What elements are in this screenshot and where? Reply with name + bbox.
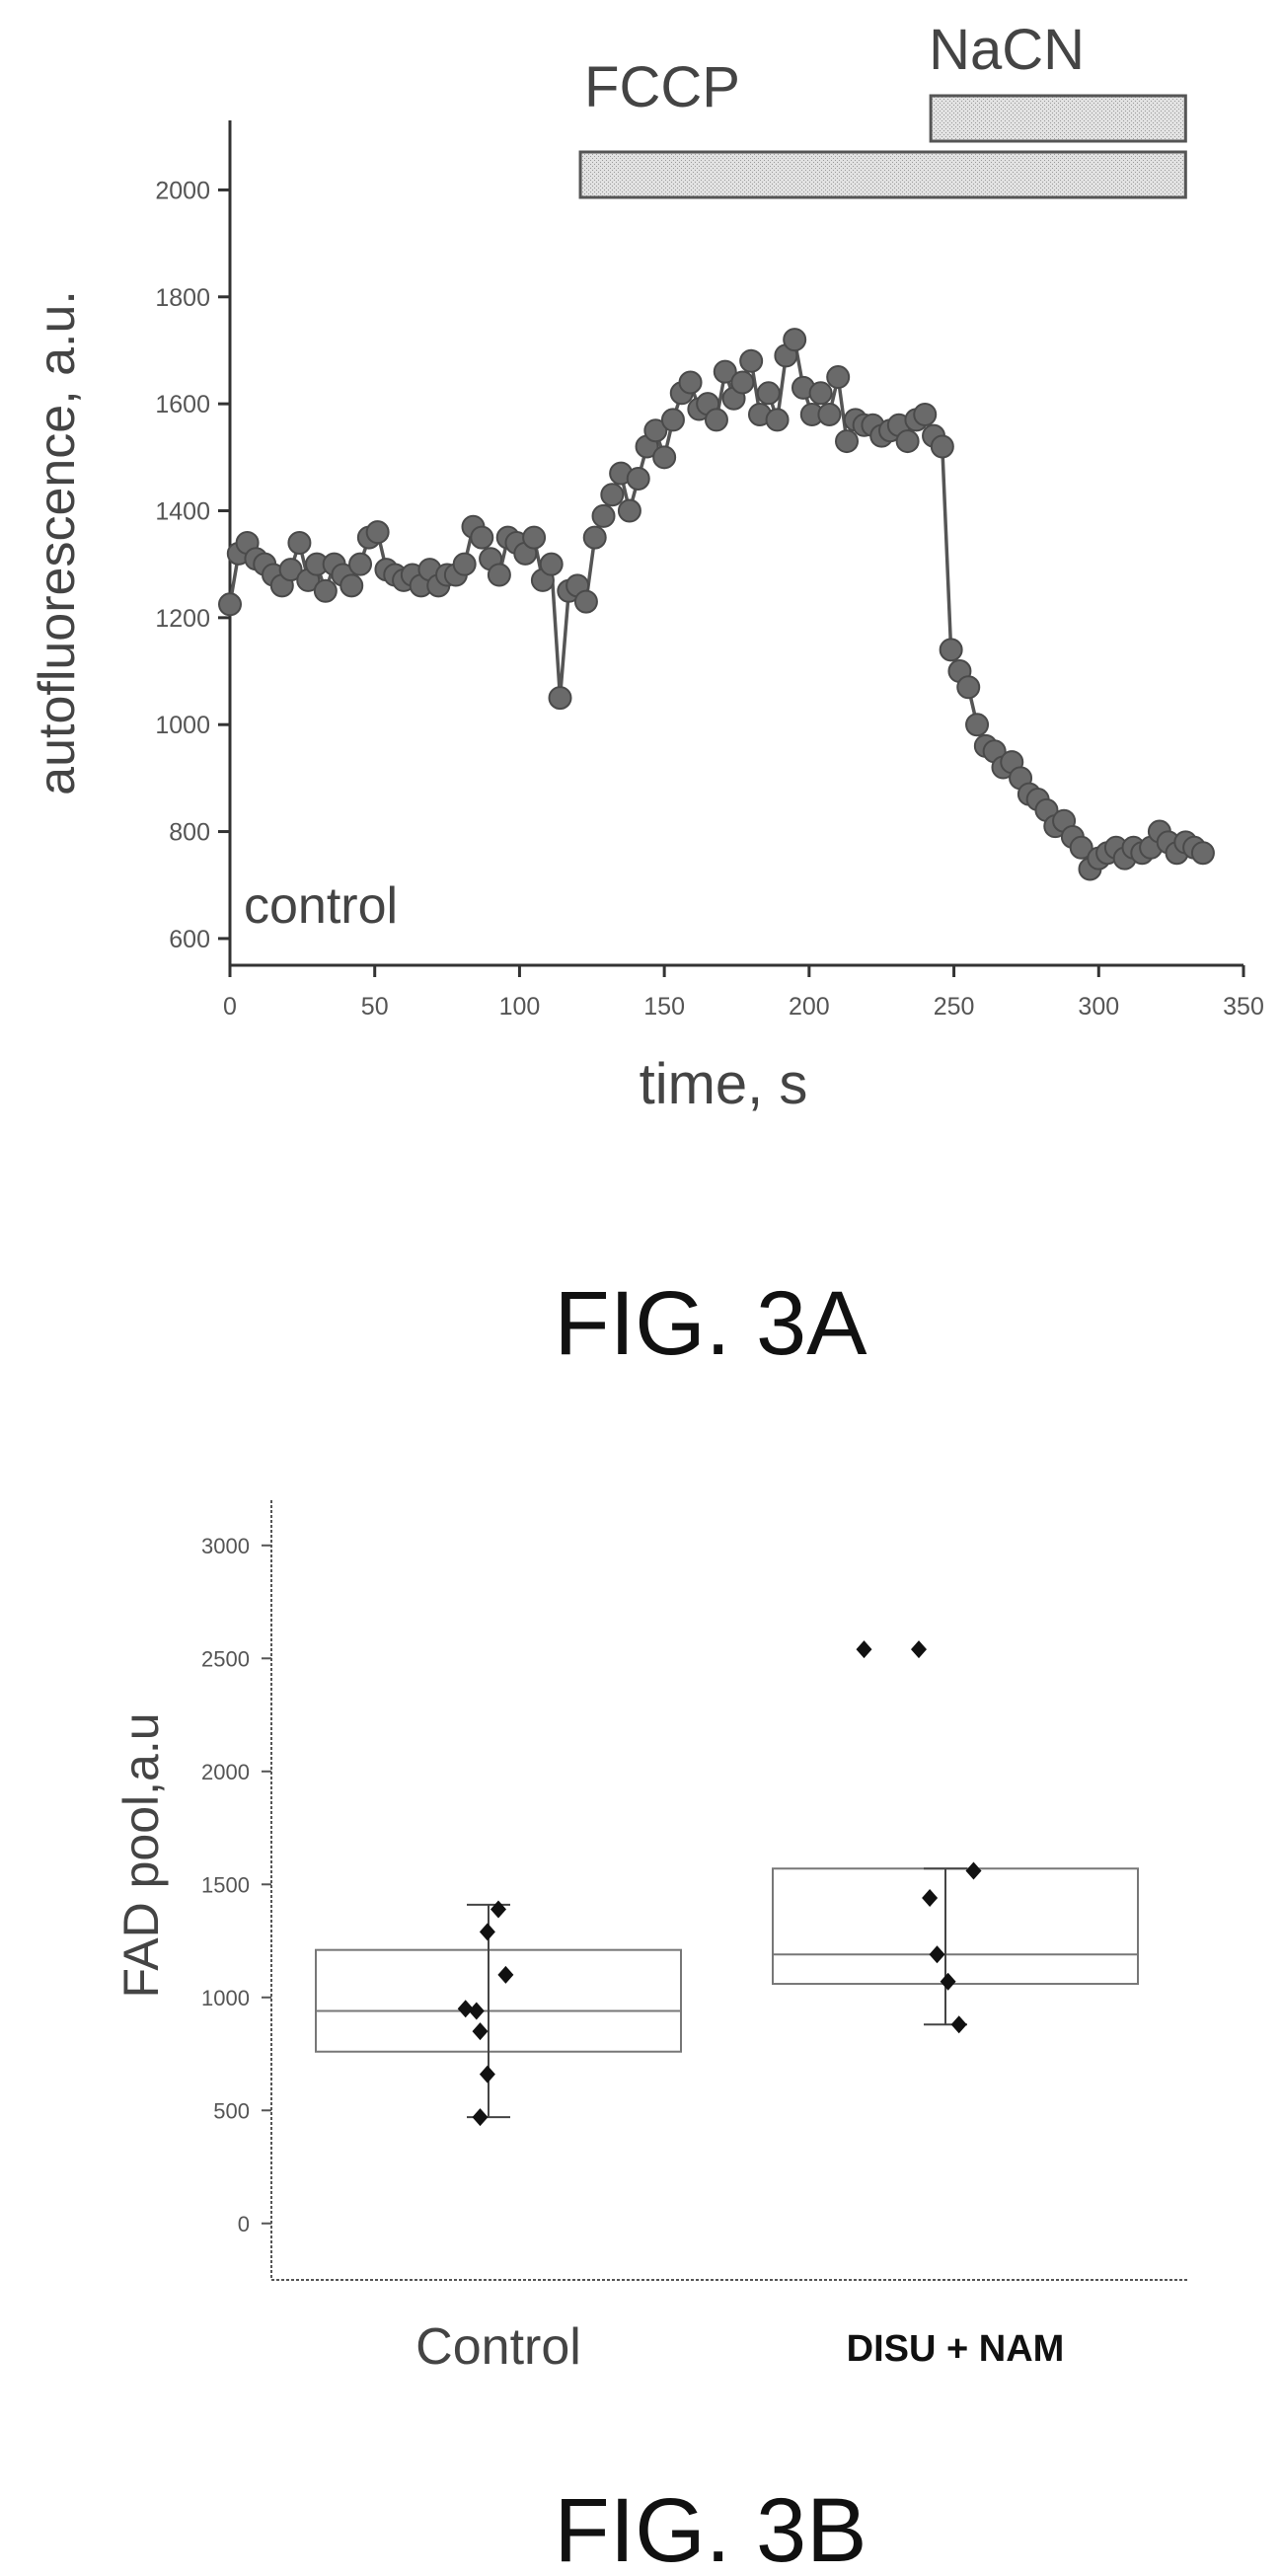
chart-3a-y-tick-label: 800 bbox=[169, 819, 210, 847]
box-data-point bbox=[468, 2002, 485, 2020]
chart-3a-data-point bbox=[617, 498, 641, 523]
nacn-treatment-label: NaCN bbox=[929, 18, 1085, 82]
chart-3a: 600 800 1000 1200 1400 1600 1800 2000 0 50 100 150… bbox=[29, 18, 1264, 1374]
chart-3a-x-axis-title: time, s bbox=[640, 1052, 808, 1116]
chart-3a-y-tick-label: 1400 bbox=[155, 497, 210, 525]
box-data-point bbox=[929, 1945, 945, 1964]
fccp-treatment-label: FCCP bbox=[584, 55, 740, 119]
chart-3a-data-point bbox=[339, 573, 364, 598]
chart-3a-data-point bbox=[817, 402, 842, 426]
chart-3a-x-tick-label: 300 bbox=[1078, 993, 1119, 1021]
nacn-treatment-bar bbox=[929, 94, 1187, 143]
chart-3a-data-point bbox=[913, 402, 938, 426]
box-data-point bbox=[497, 1965, 514, 1984]
chart-3a-x-tick-label: 50 bbox=[361, 993, 389, 1021]
chart-3b-y-tick-label: 3000 bbox=[201, 1534, 250, 1558]
chart-3a-data-point bbox=[600, 483, 625, 507]
chart-3a-x-tick-label: 150 bbox=[643, 993, 685, 1021]
chart-3a-data-point bbox=[652, 445, 677, 470]
chart-3a-y-tick-label: 1200 bbox=[155, 605, 210, 633]
chart-3b-figure-label: FIG. 3B bbox=[555, 2480, 867, 2576]
chart-3a-data-point bbox=[278, 558, 303, 582]
chart-3a-data-point bbox=[826, 365, 851, 390]
chart-3b-y-axis-title: FAD pool,a.u bbox=[113, 1712, 169, 1998]
chart-3a-data-point bbox=[287, 531, 312, 555]
chart-3b-y-tick-label: 2000 bbox=[201, 1760, 250, 1784]
chart-3a-data-point bbox=[930, 434, 954, 459]
chart-3a-y-tick-label: 1800 bbox=[155, 284, 210, 312]
chart-3a-x-tick-label: 0 bbox=[223, 993, 237, 1021]
chart-3a-data-point bbox=[739, 348, 764, 373]
chart-3a-data-point bbox=[452, 552, 477, 576]
chart-3a-data-point bbox=[348, 552, 373, 576]
box-data-point bbox=[911, 1640, 927, 1659]
chart-3a-data-point bbox=[643, 418, 668, 443]
chart-3a-x-tick-label: 200 bbox=[789, 993, 830, 1021]
fccp-treatment-bar bbox=[578, 150, 1187, 199]
chart-3a-y-axis-title: autofluorescence, a.u. bbox=[29, 290, 86, 796]
box-data-point bbox=[479, 2065, 495, 2084]
box-rect bbox=[772, 1867, 1139, 1986]
chart-3a-data-point bbox=[626, 466, 650, 491]
box-data-point bbox=[490, 1900, 506, 1919]
chart-3a-data-point bbox=[765, 408, 790, 432]
chart-3a-data-point bbox=[956, 675, 981, 700]
chart-3a-data-point bbox=[808, 381, 833, 406]
chart-3b-y-tick-label: 1500 bbox=[201, 1872, 250, 1897]
chart-3a-figure-label: FIG. 3A bbox=[555, 1273, 868, 1374]
chart-3a-data-point bbox=[756, 381, 781, 406]
chart-3a-data-point bbox=[218, 592, 242, 617]
chart-3b-y-tick-label: 2500 bbox=[201, 1646, 250, 1671]
chart-3b-category-label: DISU + NAM bbox=[847, 2328, 1065, 2370]
chart-3a-data-point bbox=[965, 713, 990, 737]
chart-3a-data-point bbox=[835, 429, 860, 454]
chart-3a-data-point bbox=[573, 589, 598, 614]
chart-3a-data-point bbox=[1069, 835, 1093, 860]
box-data-point bbox=[950, 2015, 967, 2034]
chart-3b-y-tick-label: 1000 bbox=[201, 1986, 250, 2010]
chart-3a-data-point bbox=[1190, 841, 1215, 866]
chart-3a-data-point bbox=[582, 525, 607, 550]
box-data-point bbox=[856, 1640, 872, 1659]
chart-3a-data-point bbox=[713, 359, 737, 384]
box-data-point bbox=[965, 1861, 982, 1880]
box-data-point bbox=[472, 2108, 489, 2127]
chart-3a-data-point bbox=[939, 638, 963, 662]
chart-3a-y-tick-label: 1600 bbox=[155, 391, 210, 418]
chart-3a-data-point bbox=[313, 578, 338, 603]
chart-3a-data-point bbox=[365, 520, 390, 545]
chart-3a-x-tick-label: 100 bbox=[499, 993, 541, 1021]
chart-3a-y-tick-label: 600 bbox=[169, 926, 210, 953]
box-rect bbox=[315, 1948, 682, 2053]
chart-3a-y-tick-label: 2000 bbox=[155, 177, 210, 204]
box-data-point bbox=[479, 1923, 495, 1941]
box-data-point bbox=[940, 1972, 956, 1991]
chart-3a-data-point bbox=[783, 328, 807, 352]
chart-3a-data-point bbox=[487, 563, 511, 587]
chart-3a-data-point bbox=[539, 552, 564, 576]
chart-3a-data-point bbox=[548, 686, 572, 711]
box-data-point bbox=[922, 1889, 939, 1908]
chart-3a-data-point bbox=[470, 525, 494, 550]
box-data-point bbox=[472, 2022, 489, 2041]
chart-3b-category-label: Control bbox=[415, 2318, 581, 2376]
chart-3b-y-tick-label: 0 bbox=[238, 2212, 250, 2236]
chart-3a-data-point bbox=[678, 370, 703, 395]
chart-3a-annotation: control bbox=[244, 877, 398, 935]
chart-3b: 0 500 1000 1500 2000 2500 3000 Control DISU + N… bbox=[113, 1500, 1189, 2576]
chart-3a-data-point bbox=[660, 408, 685, 432]
chart-3a-data-point bbox=[895, 429, 920, 454]
chart-3a-x-tick-label: 250 bbox=[934, 993, 975, 1021]
chart-3a-data-point bbox=[704, 408, 728, 432]
box-data-point bbox=[457, 2000, 474, 2018]
chart-3a-x-tick-label: 350 bbox=[1223, 993, 1264, 1021]
chart-3a-data-point bbox=[730, 370, 755, 395]
chart-3a-data-point bbox=[591, 503, 616, 528]
chart-3a-data-point bbox=[522, 525, 547, 550]
chart-3a-y-tick-label: 1000 bbox=[155, 712, 210, 739]
chart-3b-y-tick-label: 500 bbox=[213, 2098, 250, 2123]
